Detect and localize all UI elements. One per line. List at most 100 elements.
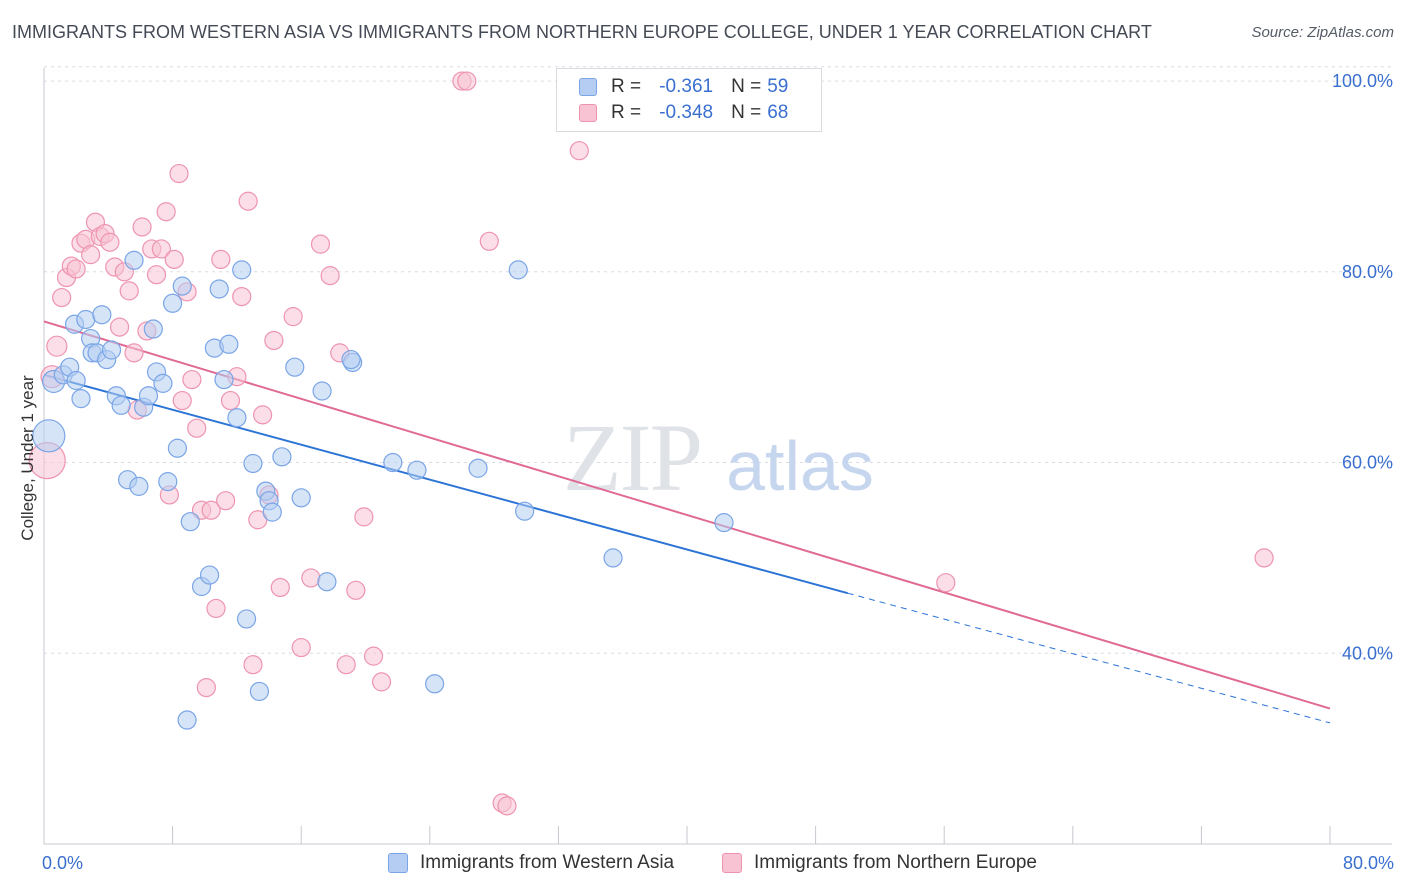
data-point-northern-europe: [238, 191, 258, 211]
y-tick-label: 40.0%: [1342, 643, 1393, 663]
chart-title: IMMIGRANTS FROM WESTERN ASIA VS IMMIGRAN…: [12, 22, 1152, 42]
data-point-northern-europe: [100, 232, 120, 252]
data-point-western-asia: [312, 381, 332, 401]
trend-lines: [43, 320, 1331, 724]
series-western-asia: [32, 250, 734, 730]
data-point-western-asia: [167, 438, 188, 458]
series-legend-label: Immigrants from Western Asia: [420, 852, 675, 873]
data-point-northern-europe: [164, 249, 184, 270]
watermark-zip: ZIP: [563, 404, 701, 511]
data-point-northern-europe: [66, 259, 86, 279]
data-point-northern-europe: [320, 266, 340, 286]
data-point-northern-europe: [132, 217, 152, 237]
data-point-western-asia: [177, 710, 197, 730]
data-point-northern-europe: [201, 500, 221, 520]
data-point-northern-europe: [52, 287, 72, 308]
data-point-northern-europe: [354, 507, 374, 527]
legend-n-label: N =: [731, 102, 762, 123]
data-point-western-asia: [66, 370, 86, 391]
legend-swatch-pink: [579, 104, 597, 122]
series-legend-label: Immigrants from Northern Europe: [754, 852, 1037, 873]
data-point-northern-europe: [187, 418, 207, 438]
data-point-western-asia: [209, 279, 229, 299]
x-tick-label-max: 80.0%: [1342, 853, 1394, 873]
data-point-northern-europe: [46, 335, 68, 357]
legend-row-western-asia: R = -0.361 N = 59: [579, 74, 794, 100]
data-point-northern-europe: [146, 265, 167, 285]
data-point-western-asia: [143, 319, 163, 339]
data-point-northern-europe: [497, 796, 517, 816]
data-point-northern-europe: [182, 369, 202, 390]
data-point-northern-europe: [479, 231, 499, 251]
data-point-western-asia: [243, 453, 263, 474]
data-point-western-asia: [172, 276, 192, 296]
data-point-northern-europe: [264, 330, 284, 351]
data-point-northern-europe: [151, 239, 171, 259]
data-point-western-asia: [285, 357, 305, 377]
data-point-western-asia: [236, 609, 257, 629]
data-point-western-asia: [158, 472, 178, 492]
data-point-western-asia: [219, 334, 239, 354]
data-point-northern-europe: [216, 491, 236, 511]
data-point-western-asia: [138, 386, 159, 406]
data-point-northern-europe: [243, 655, 263, 675]
data-point-western-asia: [262, 502, 282, 522]
data-point-northern-europe: [253, 405, 273, 425]
data-point-western-asia: [153, 373, 173, 393]
data-point-western-asia: [76, 309, 96, 330]
data-point-western-asia: [291, 488, 311, 508]
data-point-northern-europe: [172, 390, 192, 411]
data-point-western-asia: [468, 458, 488, 478]
series-legend-item-northern-europe[interactable]: Immigrants from Northern Europe: [722, 852, 1037, 874]
y-axis-label: College, Under 1 year: [18, 375, 37, 541]
data-point-northern-europe: [936, 573, 956, 593]
trend-line-western-asia: [43, 373, 849, 595]
x-tick-label-min: 0.0%: [42, 853, 84, 873]
data-point-northern-europe: [169, 163, 189, 184]
axes: [43, 68, 1392, 845]
data-point-northern-europe: [336, 655, 356, 675]
trend-line-western-asia-extension: [847, 592, 1331, 724]
data-point-northern-europe: [270, 577, 290, 598]
data-point-northern-europe: [206, 598, 226, 619]
data-point-northern-europe: [301, 568, 321, 588]
data-point-northern-europe: [363, 646, 384, 666]
y-tick-labels: 40.0% 60.0% 80.0% 100.0%: [1332, 71, 1393, 663]
watermark-atlas: atlas: [726, 427, 874, 505]
data-point-western-asia: [272, 447, 292, 467]
y-tick-label: 100.0%: [1332, 71, 1393, 91]
legend-row-northern-europe: R = -0.348 N = 68: [579, 100, 794, 126]
data-point-western-asia: [111, 395, 131, 415]
data-point-western-asia: [71, 389, 91, 409]
data-point-western-asia: [341, 349, 361, 370]
data-point-northern-europe: [1254, 548, 1274, 568]
data-point-western-asia: [199, 565, 220, 585]
data-point-western-asia: [508, 260, 528, 280]
trend-line-northern-europe: [43, 320, 1331, 710]
data-point-western-asia: [425, 674, 445, 694]
data-point-northern-europe: [220, 390, 241, 411]
data-point-western-asia: [92, 305, 112, 325]
stats-legend: R = -0.361 N = 59 R = -0.348 N = 68: [556, 68, 822, 132]
data-point-northern-europe: [569, 141, 589, 161]
data-point-western-asia: [383, 452, 403, 473]
data-point-northern-europe: [232, 287, 252, 307]
grid-lines: [44, 66, 1392, 654]
legend-r-value: -0.361: [659, 76, 714, 97]
data-point-western-asia: [214, 369, 234, 390]
legend-n-label: N =: [731, 76, 762, 97]
data-point-western-asia: [407, 460, 427, 480]
y-tick-label: 60.0%: [1342, 453, 1393, 473]
legend-swatch-pink: [722, 853, 742, 873]
legend-swatch-blue: [579, 78, 597, 96]
chart-source: Source: ZipAtlas.com: [1251, 24, 1394, 41]
data-point-northern-europe: [119, 281, 139, 301]
data-point-western-asia: [249, 681, 270, 702]
data-point-western-asia: [101, 340, 122, 360]
data-point-western-asia: [232, 260, 252, 280]
legend-r-value: -0.348: [659, 102, 714, 123]
series-legend-item-western-asia[interactable]: Immigrants from Western Asia: [388, 852, 674, 874]
data-point-northern-europe: [371, 672, 392, 692]
data-point-northern-europe: [291, 637, 311, 658]
